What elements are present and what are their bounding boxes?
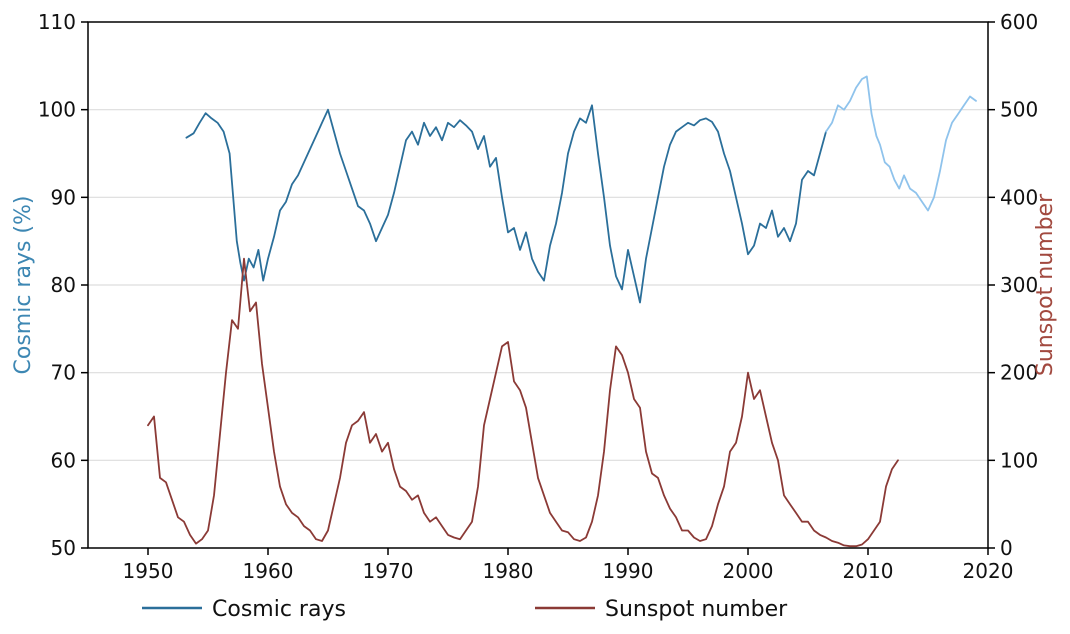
y-left-tick-label-110: 110 bbox=[38, 10, 76, 34]
axis-ticks: 1950 1960 1970 1980 1990 2000 2010 202050607080… bbox=[38, 10, 1038, 583]
y-right-tick-label-100: 100 bbox=[1000, 448, 1038, 472]
x-tick-label-2020: 2020 bbox=[963, 559, 1014, 583]
x-tick-label-2000: 2000 bbox=[723, 559, 774, 583]
series-line-series-1 bbox=[825, 75, 977, 212]
y-right-tick-label-300: 300 bbox=[1000, 273, 1038, 297]
x-tick-label-1980: 1980 bbox=[483, 559, 534, 583]
x-tick-label-1990: 1990 bbox=[603, 559, 654, 583]
x-tick-label-2010: 2010 bbox=[843, 559, 894, 583]
series-lines bbox=[147, 75, 977, 548]
y-right-tick-label-400: 400 bbox=[1000, 185, 1038, 209]
x-tick-label-1960: 1960 bbox=[243, 559, 294, 583]
legend: Cosmic rays Sunspot number bbox=[142, 597, 788, 622]
y-axis-left-title: Cosmic rays (%) bbox=[11, 196, 36, 375]
legend-label-sunspot-number: Sunspot number bbox=[605, 597, 788, 622]
y-left-tick-label-60: 60 bbox=[51, 448, 76, 472]
series-line-cosmic-rays bbox=[185, 104, 827, 304]
y-right-tick-label-200: 200 bbox=[1000, 361, 1038, 385]
y-left-tick-label-70: 70 bbox=[51, 361, 76, 385]
y-right-tick-label-600: 600 bbox=[1000, 10, 1038, 34]
legend-label-cosmic-rays: Cosmic rays bbox=[212, 597, 346, 622]
series-line-sunspot-number bbox=[147, 257, 899, 548]
y-left-tick-label-80: 80 bbox=[51, 273, 76, 297]
y-left-tick-label-50: 50 bbox=[51, 536, 76, 560]
y-left-tick-label-90: 90 bbox=[51, 185, 76, 209]
y-left-tick-label-100: 100 bbox=[38, 98, 76, 122]
x-tick-label-1950: 1950 bbox=[123, 559, 174, 583]
y-axis-right-title: Sunspot number bbox=[1033, 193, 1058, 376]
y-right-tick-label-500: 500 bbox=[1000, 98, 1038, 122]
grid-lines bbox=[88, 109, 988, 461]
y-right-tick-label-0: 0 bbox=[1000, 536, 1013, 560]
x-tick-label-1970: 1970 bbox=[363, 559, 414, 583]
